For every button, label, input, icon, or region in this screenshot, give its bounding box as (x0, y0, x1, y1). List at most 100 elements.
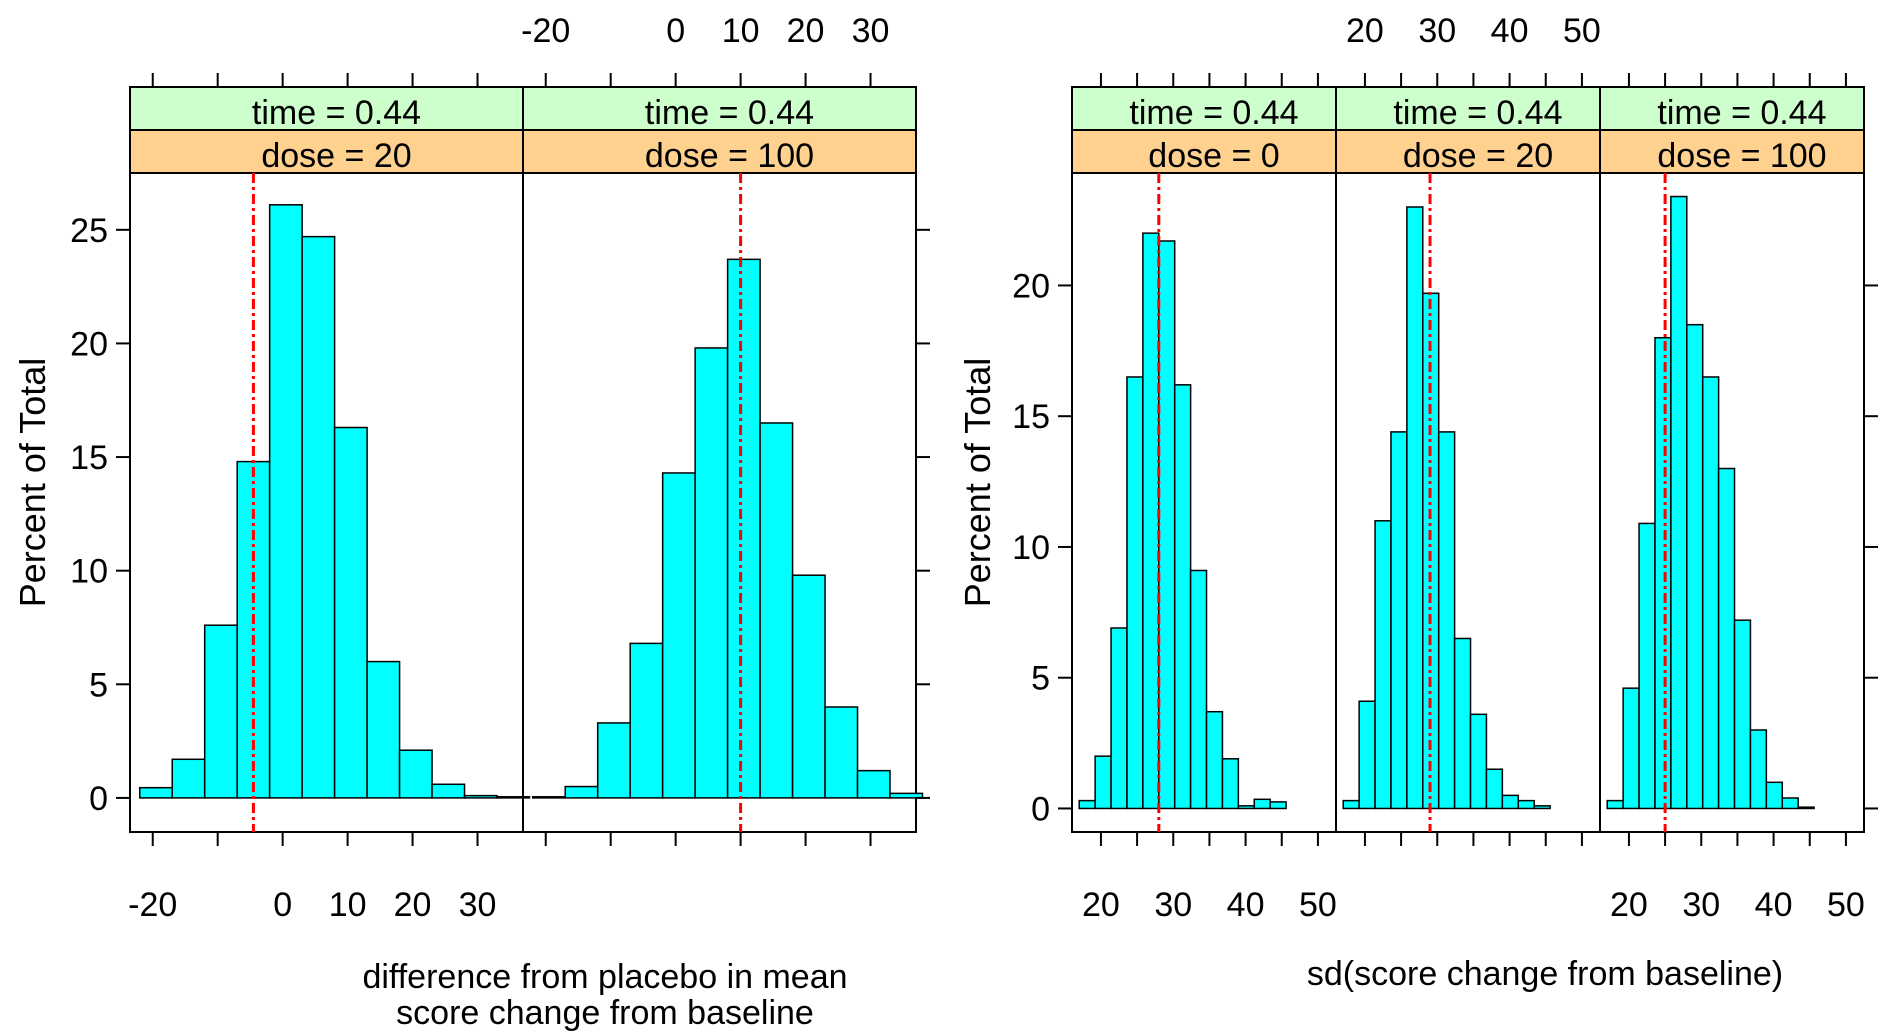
histogram-bar (1797, 806, 1815, 810)
x-tick-label-top: 40 (1491, 12, 1529, 50)
histogram-bar (138, 786, 173, 799)
histogram-bar (463, 794, 498, 799)
histogram-bar (1390, 431, 1408, 810)
histogram-bar (759, 422, 794, 799)
y-tick-label: 15 (70, 439, 108, 477)
time-strip (1599, 86, 1865, 131)
histogram-bar (1221, 758, 1240, 810)
histogram-bar (171, 758, 206, 799)
panel-2-2: time = 0.44 dose = 20 20 30 40 50 (1335, 12, 1601, 846)
x-tick-label-top: 50 (1563, 12, 1601, 50)
panel-1-2: time = 0.44 dose = 100 -20 0 10 20 30 (521, 12, 924, 846)
dose-strip-label: dose = 100 (645, 137, 814, 175)
histogram-bar (1717, 467, 1736, 810)
y-axis-title: Percent of Total (12, 358, 53, 608)
y-tick-label: 0 (89, 780, 108, 818)
time-strip-label: time = 0.44 (1129, 94, 1298, 132)
histogram-bar (1189, 569, 1208, 810)
histogram-bar (1654, 337, 1672, 810)
histogram-bar (1158, 240, 1176, 810)
x-tick-label: 30 (459, 886, 497, 924)
histogram-bar (726, 258, 761, 799)
histogram-bar (366, 660, 401, 799)
dose-strip (1335, 129, 1601, 174)
histogram-bar (268, 204, 303, 799)
y-tick-label: 10 (70, 553, 108, 591)
x-tick-label: 40 (1227, 886, 1265, 924)
histogram-bar (1205, 710, 1224, 810)
x-tick-label: 20 (394, 886, 432, 924)
time-strip-label: time = 0.44 (252, 94, 421, 132)
panel-2-1: time = 0.44 dose = 0 20 30 40 50 (1071, 73, 1337, 924)
histogram-bar (1078, 799, 1096, 810)
y-tick-label: 5 (1031, 660, 1050, 698)
histogram-bar (1638, 522, 1656, 810)
panel-2-3: time = 0.44 dose = 100 20 30 40 50 (1599, 73, 1865, 924)
histogram-bar (1110, 627, 1128, 810)
x-tick-label-top: 30 (852, 12, 890, 50)
histogram-bar (1406, 206, 1424, 810)
histogram-bar (564, 785, 599, 799)
dose-strip-label: dose = 20 (261, 137, 411, 175)
histogram-bar (694, 347, 729, 799)
dose-strip-label: dose = 20 (1403, 137, 1553, 175)
y-tick-label: 20 (70, 325, 108, 363)
x-tick-label: 30 (1154, 886, 1192, 924)
x-tick-label-top: 10 (722, 12, 760, 50)
histogram-bar (301, 235, 336, 799)
x-tick-label: 20 (1082, 886, 1120, 924)
x-tick-label-top: 0 (666, 12, 685, 50)
histogram-bar (1765, 781, 1784, 810)
histogram-bar (1701, 376, 1720, 810)
histogram-bar (791, 574, 826, 799)
time-strip (129, 86, 524, 131)
panel-1-1: time = 0.44 dose = 20 -20 0 10 20 30 (128, 73, 531, 924)
x-tick-label: 0 (273, 886, 292, 924)
histogram-bar (333, 426, 368, 799)
histogram-bar (1469, 713, 1488, 810)
x-tick-label: 30 (1682, 886, 1720, 924)
histogram-bar (1781, 797, 1799, 810)
histogram-bar (1749, 729, 1768, 810)
x-axis-title: difference from placebo in mean (362, 958, 847, 996)
y-tick-label: 25 (70, 212, 108, 250)
histogram-bar (824, 706, 859, 799)
histogram-bar (496, 796, 531, 799)
time-strip-label: time = 0.44 (1393, 94, 1562, 132)
dose-strip (1599, 129, 1865, 174)
time-strip (522, 86, 917, 131)
y-tick-label: 10 (1012, 529, 1050, 567)
x-tick-label: 40 (1755, 886, 1793, 924)
histogram-bar (1237, 805, 1256, 810)
y-axis-title: Percent of Total (957, 358, 998, 608)
histogram-bar (431, 783, 466, 799)
x-axis-title: sd(score change from baseline) (1307, 955, 1783, 993)
panel-frame (1599, 172, 1865, 833)
histogram-bar (1253, 798, 1271, 810)
histogram-bar (1606, 799, 1624, 810)
x-tick-label: 10 (329, 886, 367, 924)
histogram-bar (596, 722, 631, 799)
y-tick-label: 15 (1012, 398, 1050, 436)
histogram-bar (531, 796, 566, 799)
histogram-bar (1374, 520, 1392, 810)
x-tick-label: 50 (1299, 886, 1337, 924)
histogram-bar (1485, 768, 1504, 810)
histogram-bar (1142, 232, 1160, 810)
x-tick-label-top: -20 (521, 12, 570, 50)
histogram-bar (856, 769, 891, 799)
x-tick-label: 20 (1610, 886, 1648, 924)
dose-strip-label: dose = 0 (1148, 137, 1279, 175)
histogram-bar (1094, 755, 1112, 810)
dose-strip-label: dose = 100 (1657, 137, 1826, 175)
histogram-bar (1501, 794, 1520, 810)
x-tick-label: -20 (128, 886, 177, 924)
time-strip-label: time = 0.44 (1657, 94, 1826, 132)
histogram-bar (398, 749, 433, 799)
dose-strip (129, 129, 524, 174)
histogram-bar (1437, 431, 1456, 810)
histogram-bar (1173, 384, 1192, 810)
histogram-bar (889, 792, 924, 799)
